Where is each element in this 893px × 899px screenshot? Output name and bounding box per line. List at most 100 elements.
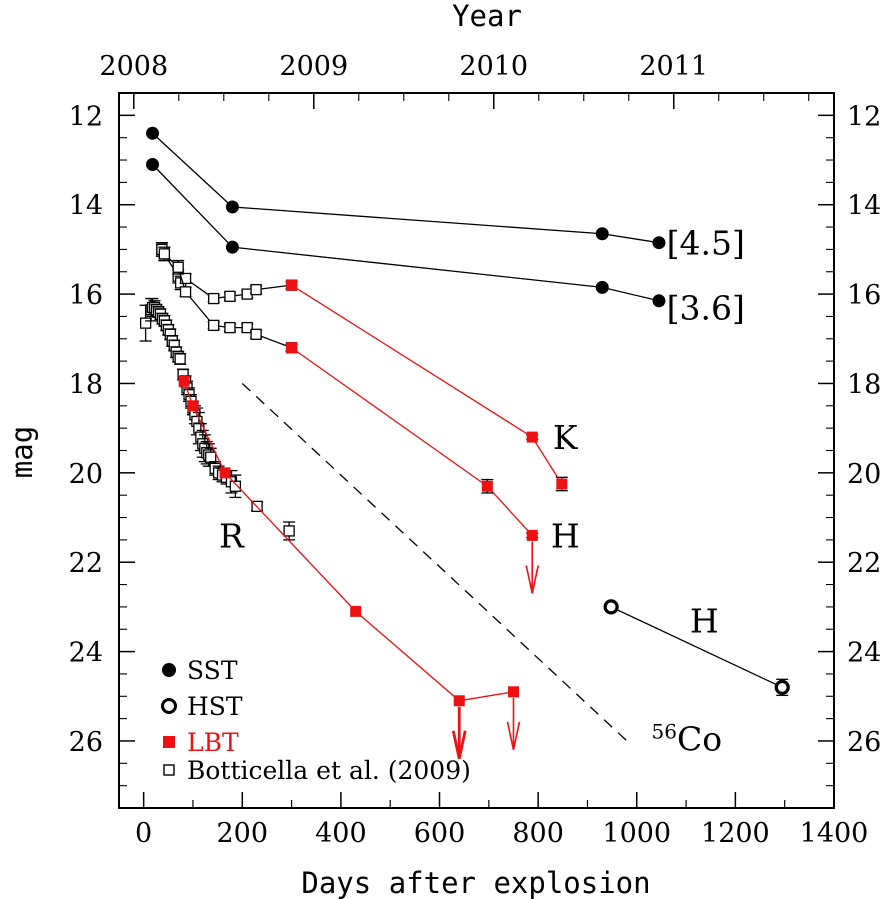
series-line [152,164,660,302]
upper-limits-layer [451,541,540,760]
y-tick-label-right: 22 [847,548,881,579]
y-tick-label-left: 16 [69,280,103,311]
data-point-sst [225,200,239,214]
y-tick-label-right: 24 [847,638,881,669]
band-labels: [4.5] [3.6] K H R H [219,224,745,641]
data-point-botticella [283,525,295,537]
data-point-botticella [158,248,171,260]
data-point-botticella [224,290,236,302]
data-point-lbt [187,400,199,412]
data-point-lbt [526,431,538,443]
data-point-sst [225,240,239,254]
data-point-lbt [219,467,231,479]
y-tick-label-right: 14 [847,191,881,222]
data-point-sst [146,126,160,140]
data-point-sst [652,236,666,250]
data-point-lbt [286,342,298,354]
legend-marker-lbt [163,736,175,748]
top-axis-title: Year [452,0,522,33]
co56-label-text: Co [677,720,722,759]
upper-limit-arrow-head [525,565,540,594]
top-year-tick-label: 2008 [99,51,168,82]
top-year-tick-label: 2009 [279,51,348,82]
legend-label-lbt: LBT [187,728,239,757]
co56-decay-line [241,382,633,746]
data-point-lbt [286,279,298,291]
data-point-botticella [229,480,242,492]
upper-limit-arrow-head [506,721,521,750]
legend-marker-hst [161,698,177,714]
x-axis-title: Days after explosion [301,866,650,899]
top-year-tick-label: 2011 [639,51,708,82]
co56-label-prefix: 56 [652,720,677,744]
legend-label-sst: SST [187,656,238,685]
series-layer [139,126,790,707]
data-point-botticella [172,261,184,273]
band-label: H [690,601,719,640]
band-label: [3.6] [667,289,745,328]
y-tick-label-right: 26 [847,727,881,758]
legend-label-hst: HST [187,692,243,721]
x-tick-label: 400 [315,818,367,849]
legend-label-botticella: Botticella et al. (2009) [187,756,471,785]
axis-ticks: 0 200 400 600 800 1000 1200 1400 12 12 14 14 16 16 18 1… [69,51,882,849]
plot-frame [118,92,835,809]
co56-label: 56Co [652,720,723,759]
x-tick-label: 600 [414,818,466,849]
y-tick-label-left: 20 [69,459,103,490]
data-point-lbt [507,686,519,698]
top-year-tick-label: 2010 [459,51,528,82]
x-tick-label: 1400 [800,818,869,849]
series-line [291,347,533,536]
data-point-lbt [481,480,493,492]
data-point-botticella [224,321,236,334]
x-tick-label: 800 [512,818,564,849]
data-point-botticella [208,319,220,332]
y-tick-label-left: 22 [69,548,103,579]
data-point-lbt [556,478,568,490]
data-point-hst [603,599,619,615]
data-point-lbt [178,375,190,387]
band-label: R [219,516,245,555]
band-label: H [551,516,580,555]
data-point-sst [595,227,609,241]
data-point-botticella [250,328,262,340]
y-axis-title: mag [5,426,39,478]
y-tick-label-right: 18 [847,369,881,400]
y-tick-label-left: 26 [69,727,103,758]
x-tick-label: 0 [135,818,152,849]
data-point-botticella [208,292,220,305]
data-point-botticella [139,317,152,329]
x-tick-label: 200 [217,818,269,849]
band-label: [4.5] [667,224,745,263]
series-line [610,606,783,688]
legend: SST HST LBT Botticella et al. (2009) [161,656,471,785]
data-point-lbt [350,605,362,617]
y-tick-label-left: 12 [69,101,103,132]
y-tick-label-left: 24 [69,638,103,669]
data-point-lbt [526,529,538,541]
data-point-botticella [179,286,192,298]
series-line [291,284,563,485]
data-point-sst [146,158,160,171]
x-tick-label: 1000 [602,818,671,849]
series-line [152,132,660,244]
legend-marker-botticella [163,764,175,776]
x-tick-label: 1200 [701,818,770,849]
data-point-botticella [205,451,217,463]
data-point-lbt [453,695,465,707]
data-point-botticella [250,283,262,296]
upper-limit-arrow-head [451,730,467,760]
y-tick-label-right: 20 [847,459,881,490]
data-point-sst [595,280,609,294]
y-tick-label-right: 12 [847,101,881,132]
y-tick-label-right: 16 [847,280,881,311]
data-point-hst [774,679,790,695]
data-point-botticella [174,353,186,365]
y-tick-label-left: 18 [69,369,103,400]
data-point-botticella [179,272,192,285]
band-label: K [553,418,579,457]
data-point-sst [652,294,666,308]
data-point-botticella [241,321,253,334]
